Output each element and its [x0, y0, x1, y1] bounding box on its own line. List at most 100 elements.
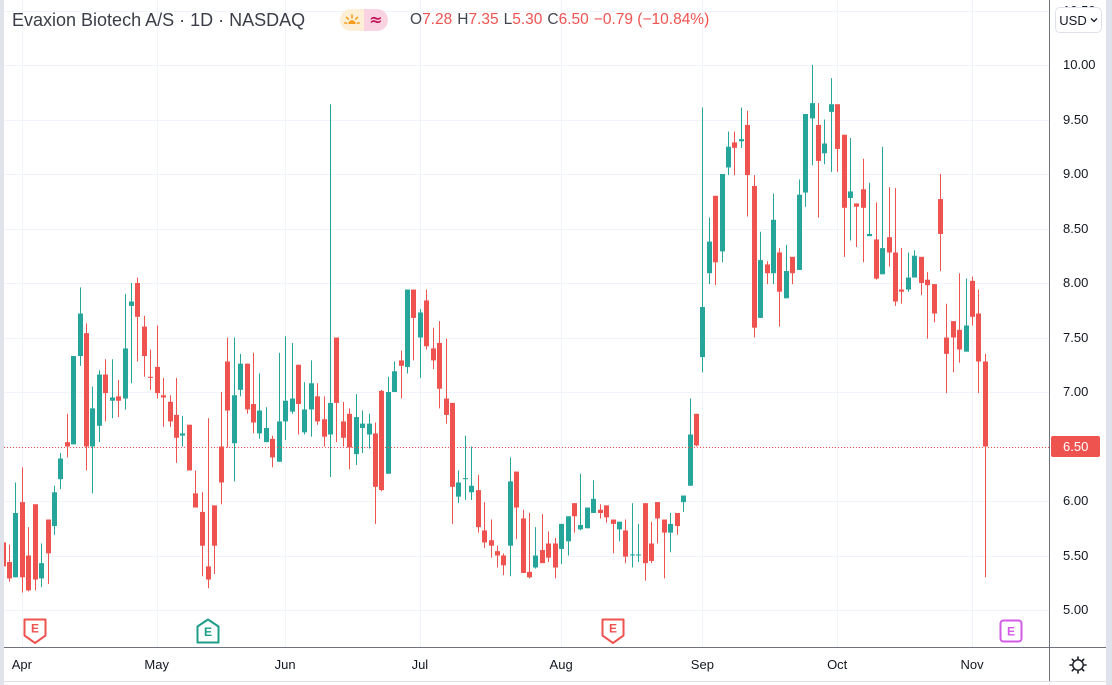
candle-body	[78, 313, 83, 357]
candle-down	[816, 103, 821, 218]
candle-down	[450, 402, 455, 524]
currency-label: USD	[1059, 12, 1087, 28]
candle-body	[148, 376, 153, 378]
candle-body	[842, 134, 847, 208]
candle-up	[617, 521, 622, 542]
candle-body	[245, 363, 250, 410]
candle-body	[367, 423, 372, 435]
candle-up	[912, 250, 917, 278]
candle-up	[810, 65, 815, 166]
candle-down	[694, 413, 699, 447]
earnings-label: E	[608, 622, 616, 636]
candle-body	[469, 485, 474, 493]
candle-body	[283, 400, 288, 422]
candle-up	[277, 352, 282, 462]
symbol-title[interactable]: Evaxion Biotech A/S · 1D · NASDAQ	[12, 10, 306, 30]
candle-body	[854, 203, 859, 207]
time-tick-label: Jul	[411, 657, 429, 672]
candle-down	[437, 321, 442, 409]
price-tick-label: 5.00	[1063, 602, 1089, 617]
candle-down	[957, 273, 962, 363]
candle-body	[578, 524, 583, 530]
candle-up	[392, 361, 397, 392]
candle-body	[341, 421, 346, 438]
candle-down	[482, 502, 487, 548]
candle-body	[906, 277, 911, 290]
price-tick-label: 10.00	[1063, 57, 1096, 72]
candle-down	[752, 175, 757, 338]
candle-up	[469, 446, 474, 500]
earnings-marker[interactable]: E	[196, 618, 220, 645]
earnings-marker[interactable]: E	[601, 618, 625, 645]
candle-down	[604, 505, 609, 523]
candle-body	[668, 523, 673, 533]
candle-down	[424, 289, 429, 350]
candle-body	[251, 403, 256, 423]
candle-body	[925, 279, 930, 286]
candle-body	[643, 503, 648, 564]
candle-body	[103, 374, 108, 394]
earnings-icon: E	[23, 618, 47, 644]
candle-up	[880, 146, 885, 275]
candle-body	[887, 237, 892, 253]
candle-down	[527, 512, 532, 579]
candle-body	[514, 471, 519, 508]
candle-up	[328, 104, 333, 478]
candle-down	[887, 187, 892, 267]
candle-body	[527, 571, 532, 578]
candle-up	[129, 283, 134, 384]
candle-body	[874, 239, 879, 279]
candle-body	[835, 104, 840, 149]
currency-button[interactable]: USD	[1055, 7, 1102, 33]
candle-body	[238, 363, 243, 390]
candle-body	[617, 521, 622, 530]
candle-up	[585, 507, 590, 529]
earnings-marker[interactable]: E	[999, 618, 1023, 645]
time-axis[interactable]: Apr May Jun Jul Aug Sep Oct Nov	[4, 647, 1049, 681]
candle-body	[334, 337, 339, 403]
candle-body	[810, 103, 815, 119]
chart-pane[interactable]: Evaxion Biotech A/S · 1D · NASDAQ ≈ O7.2…	[0, 0, 1049, 647]
candle-down	[334, 337, 339, 443]
candle-body	[161, 395, 166, 398]
candle-body	[861, 189, 866, 208]
candle-body	[566, 516, 571, 542]
candle-up	[630, 503, 635, 568]
settings-button[interactable]	[1049, 647, 1106, 681]
candle-up	[90, 386, 95, 494]
candle-body	[411, 289, 416, 318]
candlestick-plot[interactable]	[0, 0, 1049, 647]
candle-down	[193, 470, 198, 508]
candle-body	[867, 233, 872, 237]
candle-down	[572, 503, 577, 533]
candle-up	[803, 114, 808, 207]
candle-down	[546, 531, 551, 563]
candle-up	[681, 495, 686, 512]
earnings-marker[interactable]: E	[23, 618, 47, 645]
price-tick-label: 7.00	[1063, 384, 1089, 399]
candle-body	[932, 284, 937, 314]
candle-body	[707, 241, 712, 274]
price-axis[interactable]: 10.5010.009.509.008.508.007.507.006.506.…	[1049, 0, 1106, 647]
candle-body	[129, 301, 134, 306]
candle-body	[829, 104, 834, 112]
candle-body	[797, 194, 802, 270]
candle-down	[187, 424, 192, 471]
candle-body	[784, 271, 789, 299]
candle-body	[97, 374, 102, 426]
candle-up	[668, 512, 673, 553]
candle-down	[514, 471, 519, 540]
candle-up	[290, 342, 295, 414]
candle-down	[161, 377, 166, 427]
candle-body	[328, 402, 333, 435]
candle-down	[899, 248, 904, 304]
candle-body	[431, 348, 436, 361]
candle-body	[155, 366, 160, 394]
candle-up	[405, 289, 410, 374]
candle-down	[341, 401, 346, 447]
candle-down	[623, 519, 628, 564]
candle-body	[84, 333, 89, 447]
candle-body	[944, 337, 949, 354]
candle-down	[116, 380, 121, 418]
candle-body	[880, 248, 885, 275]
